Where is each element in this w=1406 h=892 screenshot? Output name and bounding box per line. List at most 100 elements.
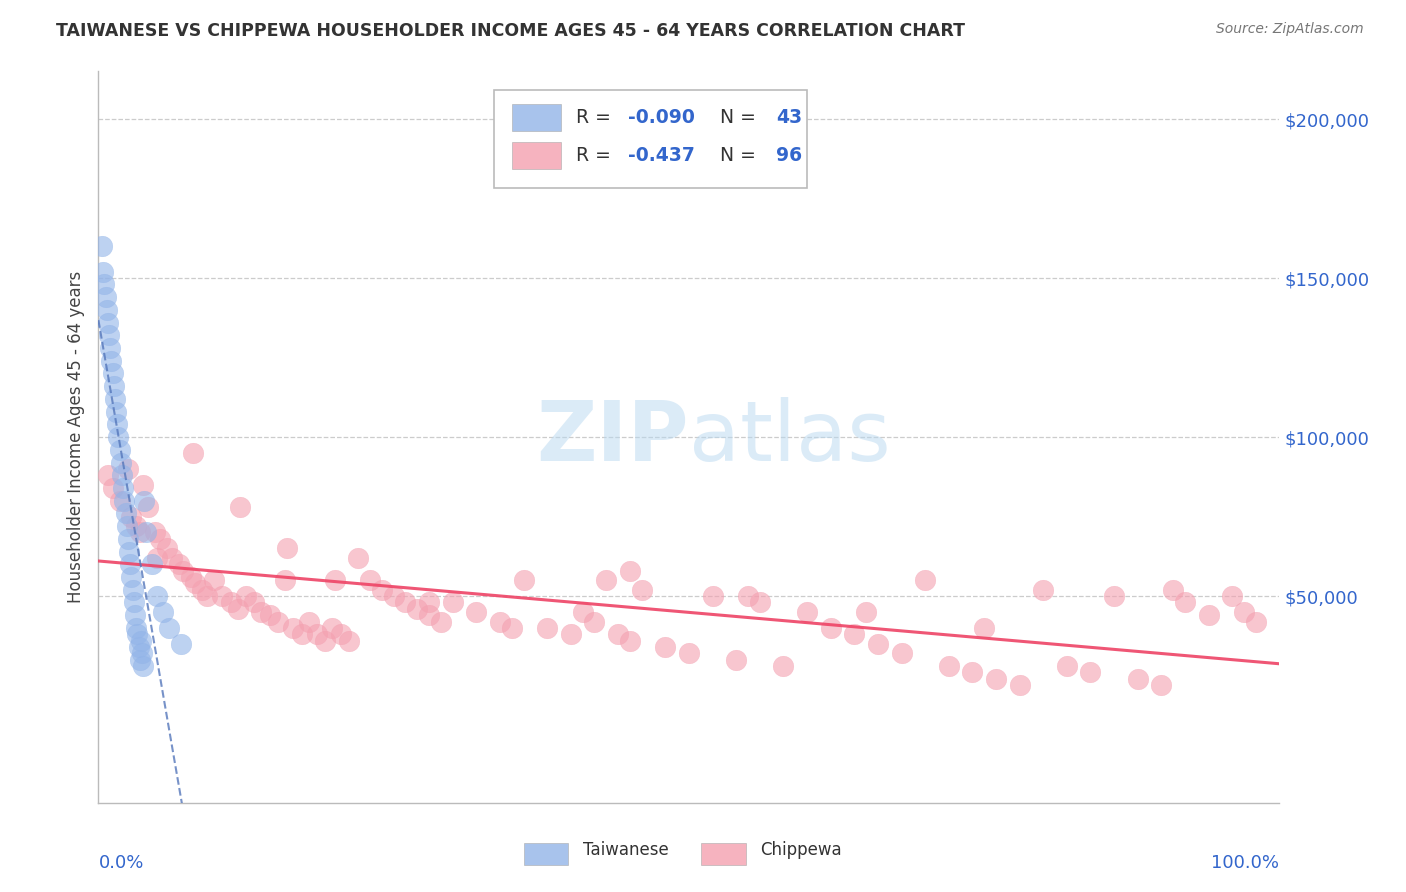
Point [512,573,534,587]
Point [112,481,135,495]
Point [124,608,146,623]
Point [619,633,641,648]
Point [91,265,114,279]
Text: ZIP: ZIP [537,397,689,477]
Point [250,605,273,619]
Point [1161,582,1184,597]
FancyBboxPatch shape [512,142,561,169]
Point [347,550,370,565]
Point [191,582,214,597]
Text: 100.0%: 100.0% [1212,854,1279,872]
Point [131,646,153,660]
Text: Chippewa: Chippewa [759,841,841,859]
Text: 43: 43 [776,108,803,127]
Point [128,653,150,667]
Point [583,615,606,629]
Point [121,570,143,584]
Text: 0.0%: 0.0% [98,854,143,872]
Point [121,582,143,597]
Text: -0.090: -0.090 [627,108,695,127]
Point [489,615,512,629]
Point [157,621,180,635]
Point [737,589,759,603]
Point [418,608,440,623]
Point [371,582,394,597]
Point [91,239,114,253]
Point [305,627,328,641]
Point [796,605,818,619]
Point [1174,595,1197,609]
Point [129,633,152,648]
Point [98,328,121,343]
Point [94,290,117,304]
Point [259,608,281,623]
Point [128,640,150,654]
Point [1056,659,1078,673]
Point [1080,665,1102,680]
Point [149,532,172,546]
Point [103,379,125,393]
FancyBboxPatch shape [494,90,807,188]
Point [1008,678,1031,692]
Point [110,456,132,470]
Point [108,442,131,457]
Point [229,500,252,514]
Point [725,653,748,667]
Text: Taiwanese: Taiwanese [582,841,668,859]
Point [156,541,179,556]
Point [135,525,157,540]
Point [107,430,129,444]
Text: N =: N = [707,108,762,127]
Point [146,550,169,565]
Text: N =: N = [707,146,762,165]
Point [170,637,193,651]
Point [111,468,134,483]
Y-axis label: Householder Income Ages 45 - 64 years: Householder Income Ages 45 - 64 years [66,271,84,603]
Text: -0.437: -0.437 [627,146,695,165]
Point [96,302,118,317]
Point [536,621,558,635]
Point [141,558,163,572]
Point [323,573,346,587]
Point [134,493,156,508]
Text: R =: R = [575,108,616,127]
Point [1032,582,1054,597]
Point [298,615,321,629]
Point [441,595,464,609]
Point [267,615,290,629]
Point [128,525,150,540]
Point [1244,615,1267,629]
Point [118,544,141,558]
Point [418,595,440,609]
Point [630,582,652,597]
Point [560,627,582,641]
Point [274,573,297,587]
Point [98,341,121,355]
Point [143,525,166,540]
Point [104,392,127,406]
Point [890,646,912,660]
Point [465,605,488,619]
Point [678,646,700,660]
FancyBboxPatch shape [700,843,745,865]
Point [100,353,122,368]
Point [117,462,139,476]
Point [136,500,159,514]
Point [97,316,120,330]
Point [122,595,145,609]
Point [394,595,416,609]
Point [748,595,770,609]
Point [181,446,204,460]
Point [406,602,429,616]
Point [962,665,984,680]
Point [290,627,312,641]
Point [101,481,124,495]
Point [117,532,139,546]
Point [1126,672,1149,686]
Point [114,507,136,521]
Point [283,621,305,635]
Point [226,602,249,616]
Text: atlas: atlas [689,397,890,477]
Point [595,573,617,587]
Point [914,573,936,587]
